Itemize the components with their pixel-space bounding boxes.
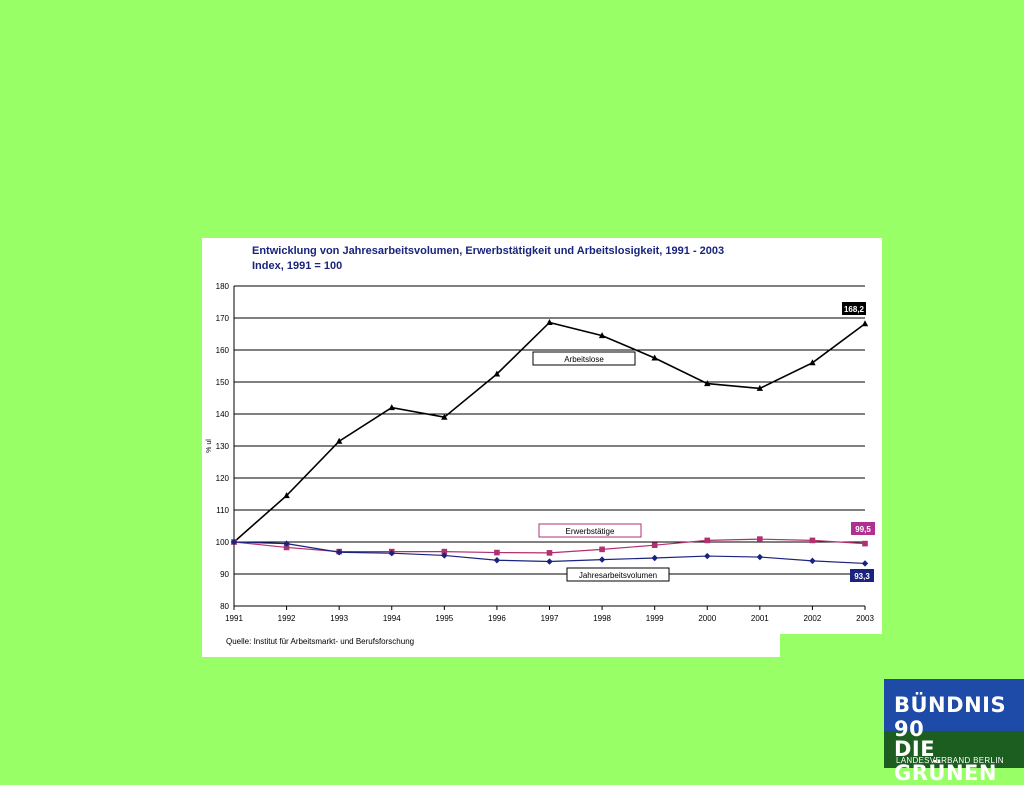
series-label-jahresarbeitsvolumen: Jahresarbeitsvolumen [579,571,657,580]
x-tick-label: 1991 [225,614,243,623]
point-triangle [598,332,606,339]
point-triangle [493,370,501,377]
x-tick-label: 1993 [330,614,348,623]
end-label-erwerbstaetige: 99,5 [855,525,871,534]
point-diamond [861,560,869,567]
point-square [599,546,605,553]
y-axis-label: % ul [206,439,213,453]
point-square [546,550,553,556]
point-triangle [704,380,711,387]
series-label-erwerbstaetige: Erwerbstätige [566,527,615,536]
x-tick-label: 1998 [593,614,611,623]
point-diamond [651,554,658,562]
point-diamond [756,553,764,561]
x-tick-label: 2002 [804,614,822,623]
point-diamond [546,558,553,565]
x-tick-label: 1994 [383,614,401,623]
y-tick-label: 90 [220,570,229,579]
point-diamond [493,557,501,564]
x-tick-label: 2000 [698,614,716,623]
source-panel: Quelle: Institut für Arbeitsmarkt- und B… [202,634,780,657]
point-square [809,537,816,544]
point-square [704,537,711,544]
logo-blue-band [884,679,1024,731]
series-label-arbeitslose: Arbeitslose [564,355,604,364]
point-square [862,540,868,547]
point-square [494,549,500,556]
point-square [651,542,658,548]
logo-text-landesverband: LANDESVERBAND BERLIN [896,756,1004,765]
end-label-arbeitslose: 168,2 [844,305,865,314]
y-tick-label: 150 [216,378,230,387]
point-diamond [230,538,238,546]
point-triangle [651,354,658,361]
point-diamond [809,557,816,565]
series-label-erwerbstaetige-box [538,523,642,538]
y-tick-label: 140 [216,410,230,419]
point-triangle [809,359,816,366]
x-tick-label: 1999 [646,614,664,623]
point-square [441,548,448,555]
source-note: Quelle: Institut für Arbeitsmarkt- und B… [226,637,415,646]
point-triangle [441,413,448,420]
chart-title: Entwicklung von Jahresarbeitsvolumen, Er… [252,245,725,257]
party-logo: BÜNDNIS 90 DIE GRÜNEN LANDESVERBAND BERL… [884,679,1024,785]
y-tick-label: 100 [216,538,230,547]
end-label-arbeitslose-bg [842,302,866,315]
x-tick-label: 1992 [278,614,296,623]
y-tick-label: 130 [216,442,230,451]
x-tick-label: 1995 [435,614,453,623]
point-diamond [388,550,395,557]
point-diamond [283,540,290,547]
point-square [283,544,290,551]
y-tick-label: 160 [216,346,230,355]
series-label-jahresarbeitsvolumen-box [566,567,670,582]
point-triangle [335,437,343,444]
point-triangle [861,320,869,327]
point-square [757,536,763,542]
point-diamond [598,556,606,563]
chart-panel: Entwicklung von Jahresarbeitsvolumen, Er… [202,238,882,634]
point-triangle [756,384,764,391]
point-triangle [546,318,553,325]
y-tick-label: 80 [220,602,229,611]
y-tick-label: 110 [216,506,229,515]
line-chart: 80 90 100 110 120 130 140 150 160 170 180 1991 1992 1… [206,282,875,623]
y-tick-label: 180 [216,282,230,291]
y-tick-label: 120 [216,474,230,483]
x-tick-label: 2003 [856,614,874,623]
chart-subtitle: Index, 1991 = 100 [252,260,343,272]
logo-text-buendnis: BÜNDNIS 90 [894,693,1007,741]
point-triangle [283,492,290,499]
end-label-jahresarbeitsvolumen-bg [850,569,874,582]
end-label-jahresarbeitsvolumen: 93,3 [854,572,870,581]
series-label-arbeitslose-box [532,351,636,366]
x-tick-label: 1996 [488,614,506,623]
x-tick-label: 2001 [751,614,769,623]
y-tick-label: 170 [216,314,230,323]
end-label-erwerbstaetige-bg [851,522,875,535]
point-triangle [388,404,395,411]
x-tick-label: 1997 [541,614,559,623]
point-diamond [335,549,343,556]
point-diamond [704,552,711,560]
